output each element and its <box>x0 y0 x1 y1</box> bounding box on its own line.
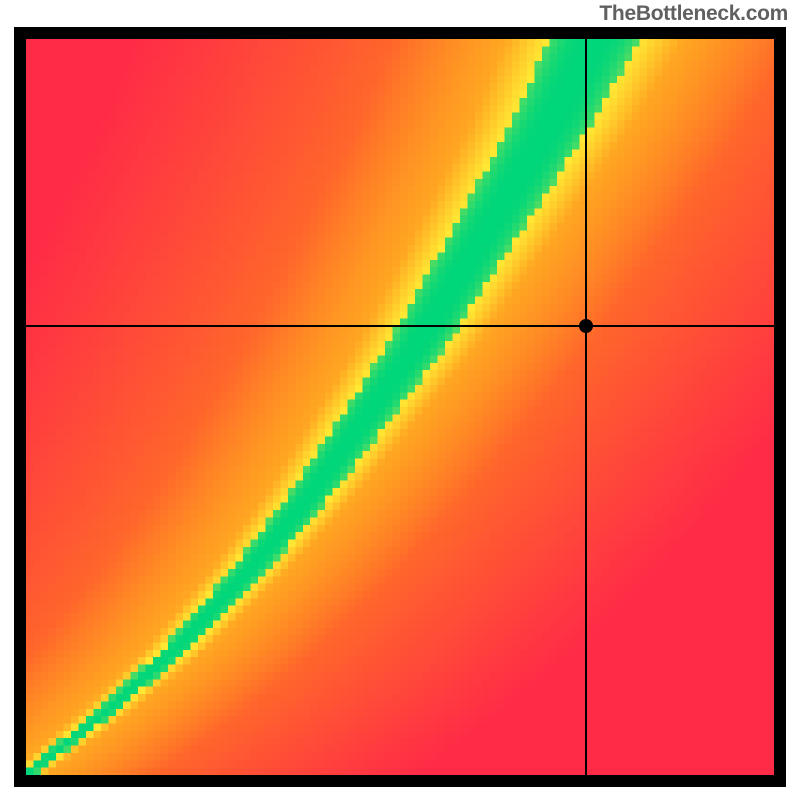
chart-container: TheBottleneck.com <box>0 0 800 800</box>
crosshair-vertical <box>585 39 587 775</box>
bottleneck-heatmap <box>26 39 774 775</box>
crosshair-horizontal <box>26 325 774 327</box>
crosshair-marker <box>579 319 593 333</box>
watermark-text: TheBottleneck.com <box>599 2 788 26</box>
